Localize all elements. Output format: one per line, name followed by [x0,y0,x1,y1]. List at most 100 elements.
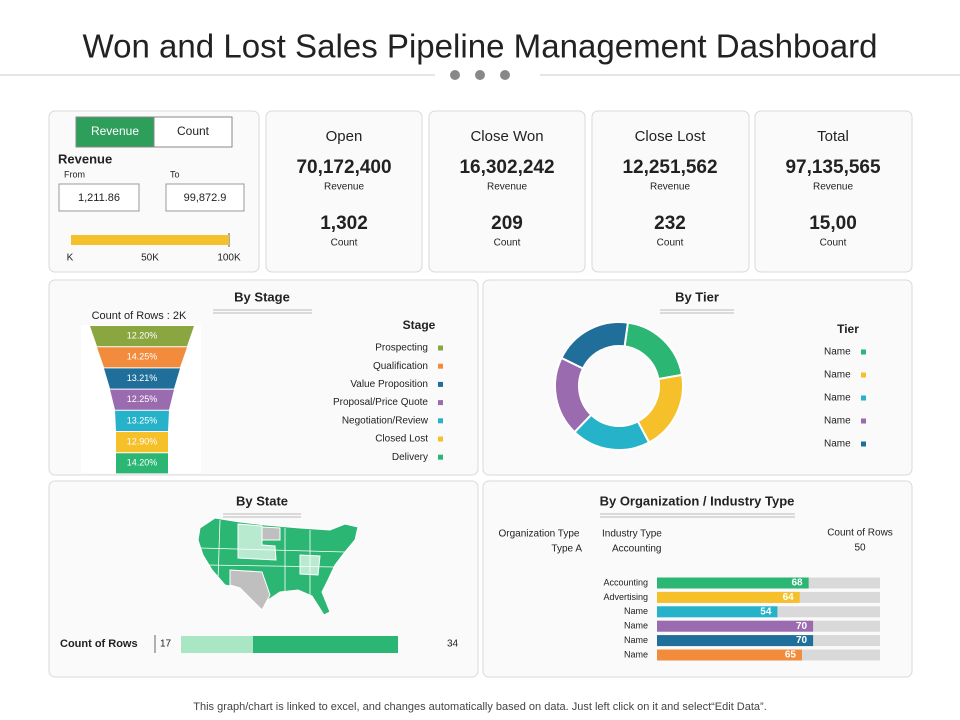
funnel-segment [116,432,168,453]
legend-swatch [861,372,866,378]
legend-swatch [861,441,866,447]
funnel-segment [104,368,180,389]
kpi-title: Close Lost [635,128,707,145]
us-map [197,517,359,616]
kpi-revenue-label: Revenue [650,182,690,193]
from-label: From [64,169,85,179]
funnel-label: 14.20% [127,458,158,468]
bar-value: 54 [760,606,772,617]
legend-swatch [438,363,443,369]
funnel-label: 12.20% [127,330,158,340]
funnel-label: 13.25% [127,415,158,425]
funnel-segment [97,347,187,368]
legend-swatch [438,400,443,406]
legend-swatch [861,418,866,424]
funnel-segment [90,326,194,347]
funnel-label: 13.21% [127,373,158,383]
legend-swatch [861,395,866,401]
to-label: To [170,169,180,179]
kpi-count-label: Count [657,238,684,249]
section-title: By Stage [234,289,290,304]
map-region [229,569,271,611]
kpi-revenue: 97,135,565 [785,157,881,178]
bar [657,606,778,618]
kpi-panel [591,110,750,273]
kpi-title: Total [817,128,849,145]
kpi-count: 15,00 [809,213,857,234]
title-dot [450,70,460,80]
legend-label: Name [824,416,851,427]
kpi-revenue-label: Revenue [813,182,853,193]
legend-label: Qualification [373,361,428,372]
legend-swatch [438,381,443,387]
filter-heading: Revenue [58,151,112,166]
map-legend-high [253,636,398,653]
filter-tab[interactable] [75,116,155,148]
from-input[interactable] [58,183,140,212]
map-region [237,523,277,561]
kpi-panel [265,110,423,273]
footer-note: This graph/chart is linked to excel, and… [193,701,767,713]
legend-label: Negotiation/Review [342,415,429,426]
section-title: By Tier [675,289,719,304]
filter-tab-label: Revenue [91,124,139,138]
kpi-count: 1,302 [320,213,368,234]
count-label: Count of Rows [827,528,893,539]
bar [657,620,814,632]
bar-label: Name [624,606,648,616]
stage-count: Count of Rows : 2K [92,310,187,322]
kpi-revenue: 12,251,562 [622,157,717,178]
kpi-count: 232 [654,213,686,234]
legend-swatch [861,349,866,355]
legend-label: Prospecting [375,343,428,354]
funnel-segment [115,410,169,431]
legend-swatch [438,345,443,351]
bar-label: Name [624,649,648,659]
to-value: 99,872.9 [184,192,227,204]
bar [657,635,814,647]
legend-title: Stage [403,318,436,332]
to-input[interactable] [165,183,245,212]
title-underlines [213,309,795,518]
bar-label: Advertising [603,592,648,602]
kpi-revenue-label: Revenue [324,182,364,193]
range-tick-label: K [67,253,74,264]
funnel-label: 12.25% [127,394,158,404]
industry-label: Industry Type [602,529,662,540]
legend-label: Proposal/Price Quote [333,397,428,408]
kpi-revenue-label: Revenue [487,182,527,193]
kpi-title: Open [326,128,363,145]
from-value: 1,211.86 [78,192,120,204]
bar [657,577,809,589]
funnel-segment [116,453,168,474]
legend-label: Name [824,347,851,358]
bar [657,591,800,603]
bar-label: Name [624,635,648,645]
legend-swatch [438,418,443,424]
state-borders [199,519,346,595]
range-tick-label: 50K [141,253,159,264]
section-title: By State [236,493,288,508]
legend-swatch [438,436,443,442]
funnel-segment [110,389,174,410]
kpi-title: Close Won [470,128,543,145]
bar-value: 64 [783,592,795,603]
funnel-label: 12.90% [127,436,158,446]
map-legend-low [181,636,253,653]
org-type-value: Type A [551,544,582,555]
legend-title: Tier [837,322,859,336]
title-dot [475,70,485,80]
range-bar[interactable] [71,235,229,245]
funnel-label: 14.25% [127,352,158,362]
legend-label: Name [824,439,851,450]
page-title: Won and Lost Sales Pipeline Management D… [83,28,878,65]
legend-label: Name [824,393,851,404]
bar-value: 70 [796,621,808,632]
border [199,547,346,553]
bar-value: 65 [785,650,797,661]
filter-tab[interactable] [153,116,233,148]
kpi-count-label: Count [820,238,847,249]
